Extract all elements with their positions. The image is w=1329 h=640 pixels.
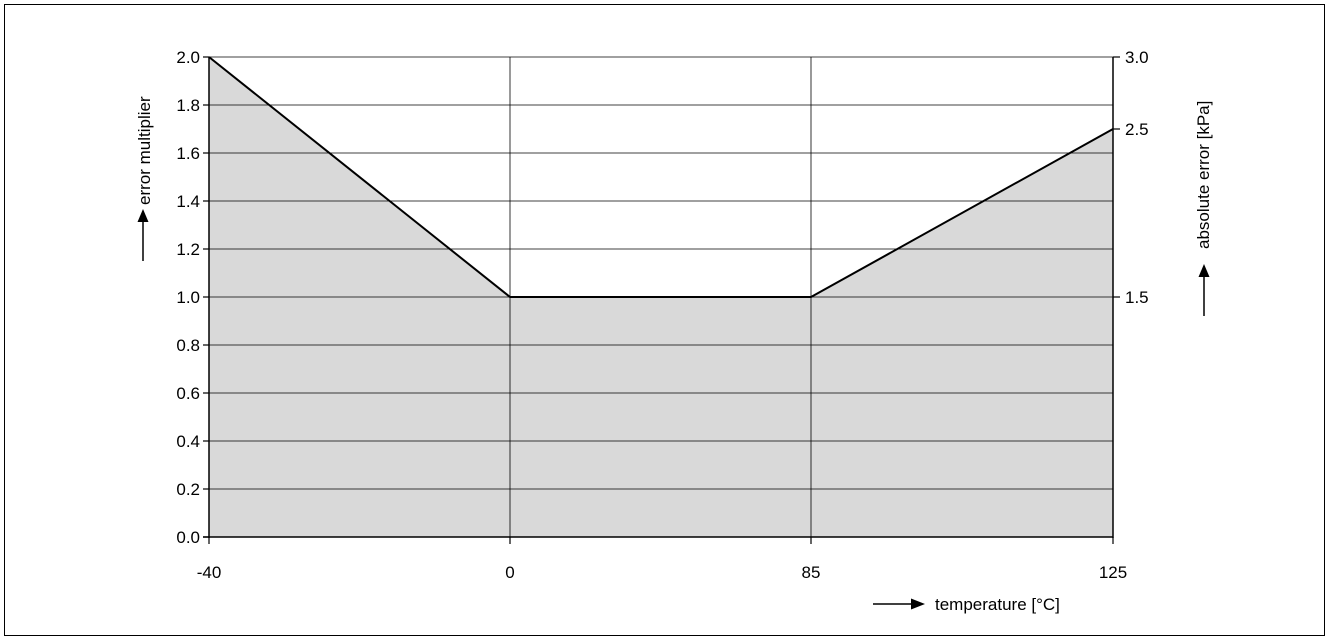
axis-layer (203, 56, 1120, 544)
y2-axis-arrow-icon (1198, 264, 1210, 316)
y2-axis-title: absolute error [kPa] (1194, 101, 1213, 249)
tick-label-layer: 0.0 0.2 0.4 0.6 0.8 1.0 1.2 1.4 1.6 1.8 2.0 1.5 2.5 3… (176, 48, 1148, 582)
y-tick-label: 1.6 (176, 144, 200, 163)
x-tick-label: 85 (802, 563, 821, 582)
y-axis-title: error multiplier (135, 96, 154, 205)
y-tick-label: 1.0 (176, 288, 200, 307)
series-line-layer (208, 56, 1114, 298)
y2-tick-label: 1.5 (1125, 288, 1149, 307)
x-tick-label: -40 (197, 563, 222, 582)
x-tick-label: 125 (1099, 563, 1127, 582)
y-tick-label: 1.2 (176, 240, 200, 259)
y2-tick-label: 2.5 (1125, 120, 1149, 139)
y-axis-arrow-icon (137, 209, 149, 261)
x-axis-arrow-icon (873, 598, 925, 610)
y-tick-label: 1.4 (176, 192, 200, 211)
y-tick-label: 0.4 (176, 432, 200, 451)
y2-axis-title-group: absolute error [kPa] (1194, 101, 1213, 316)
y-tick-label: 0.2 (176, 480, 200, 499)
x-tick-label: 0 (505, 563, 514, 582)
x-axis-title-group: temperature [°C] (873, 595, 1060, 614)
x-axis-title: temperature [°C] (935, 595, 1060, 614)
y-tick-label: 0.6 (176, 384, 200, 403)
y-tick-label: 0.8 (176, 336, 200, 355)
y-tick-label: 2.0 (176, 48, 200, 67)
y-axis-title-group: error multiplier (135, 96, 154, 261)
y-tick-label: 0.0 (176, 528, 200, 547)
y2-tick-label: 3.0 (1125, 48, 1149, 67)
y-tick-label: 1.8 (176, 96, 200, 115)
series-line (208, 56, 1114, 298)
